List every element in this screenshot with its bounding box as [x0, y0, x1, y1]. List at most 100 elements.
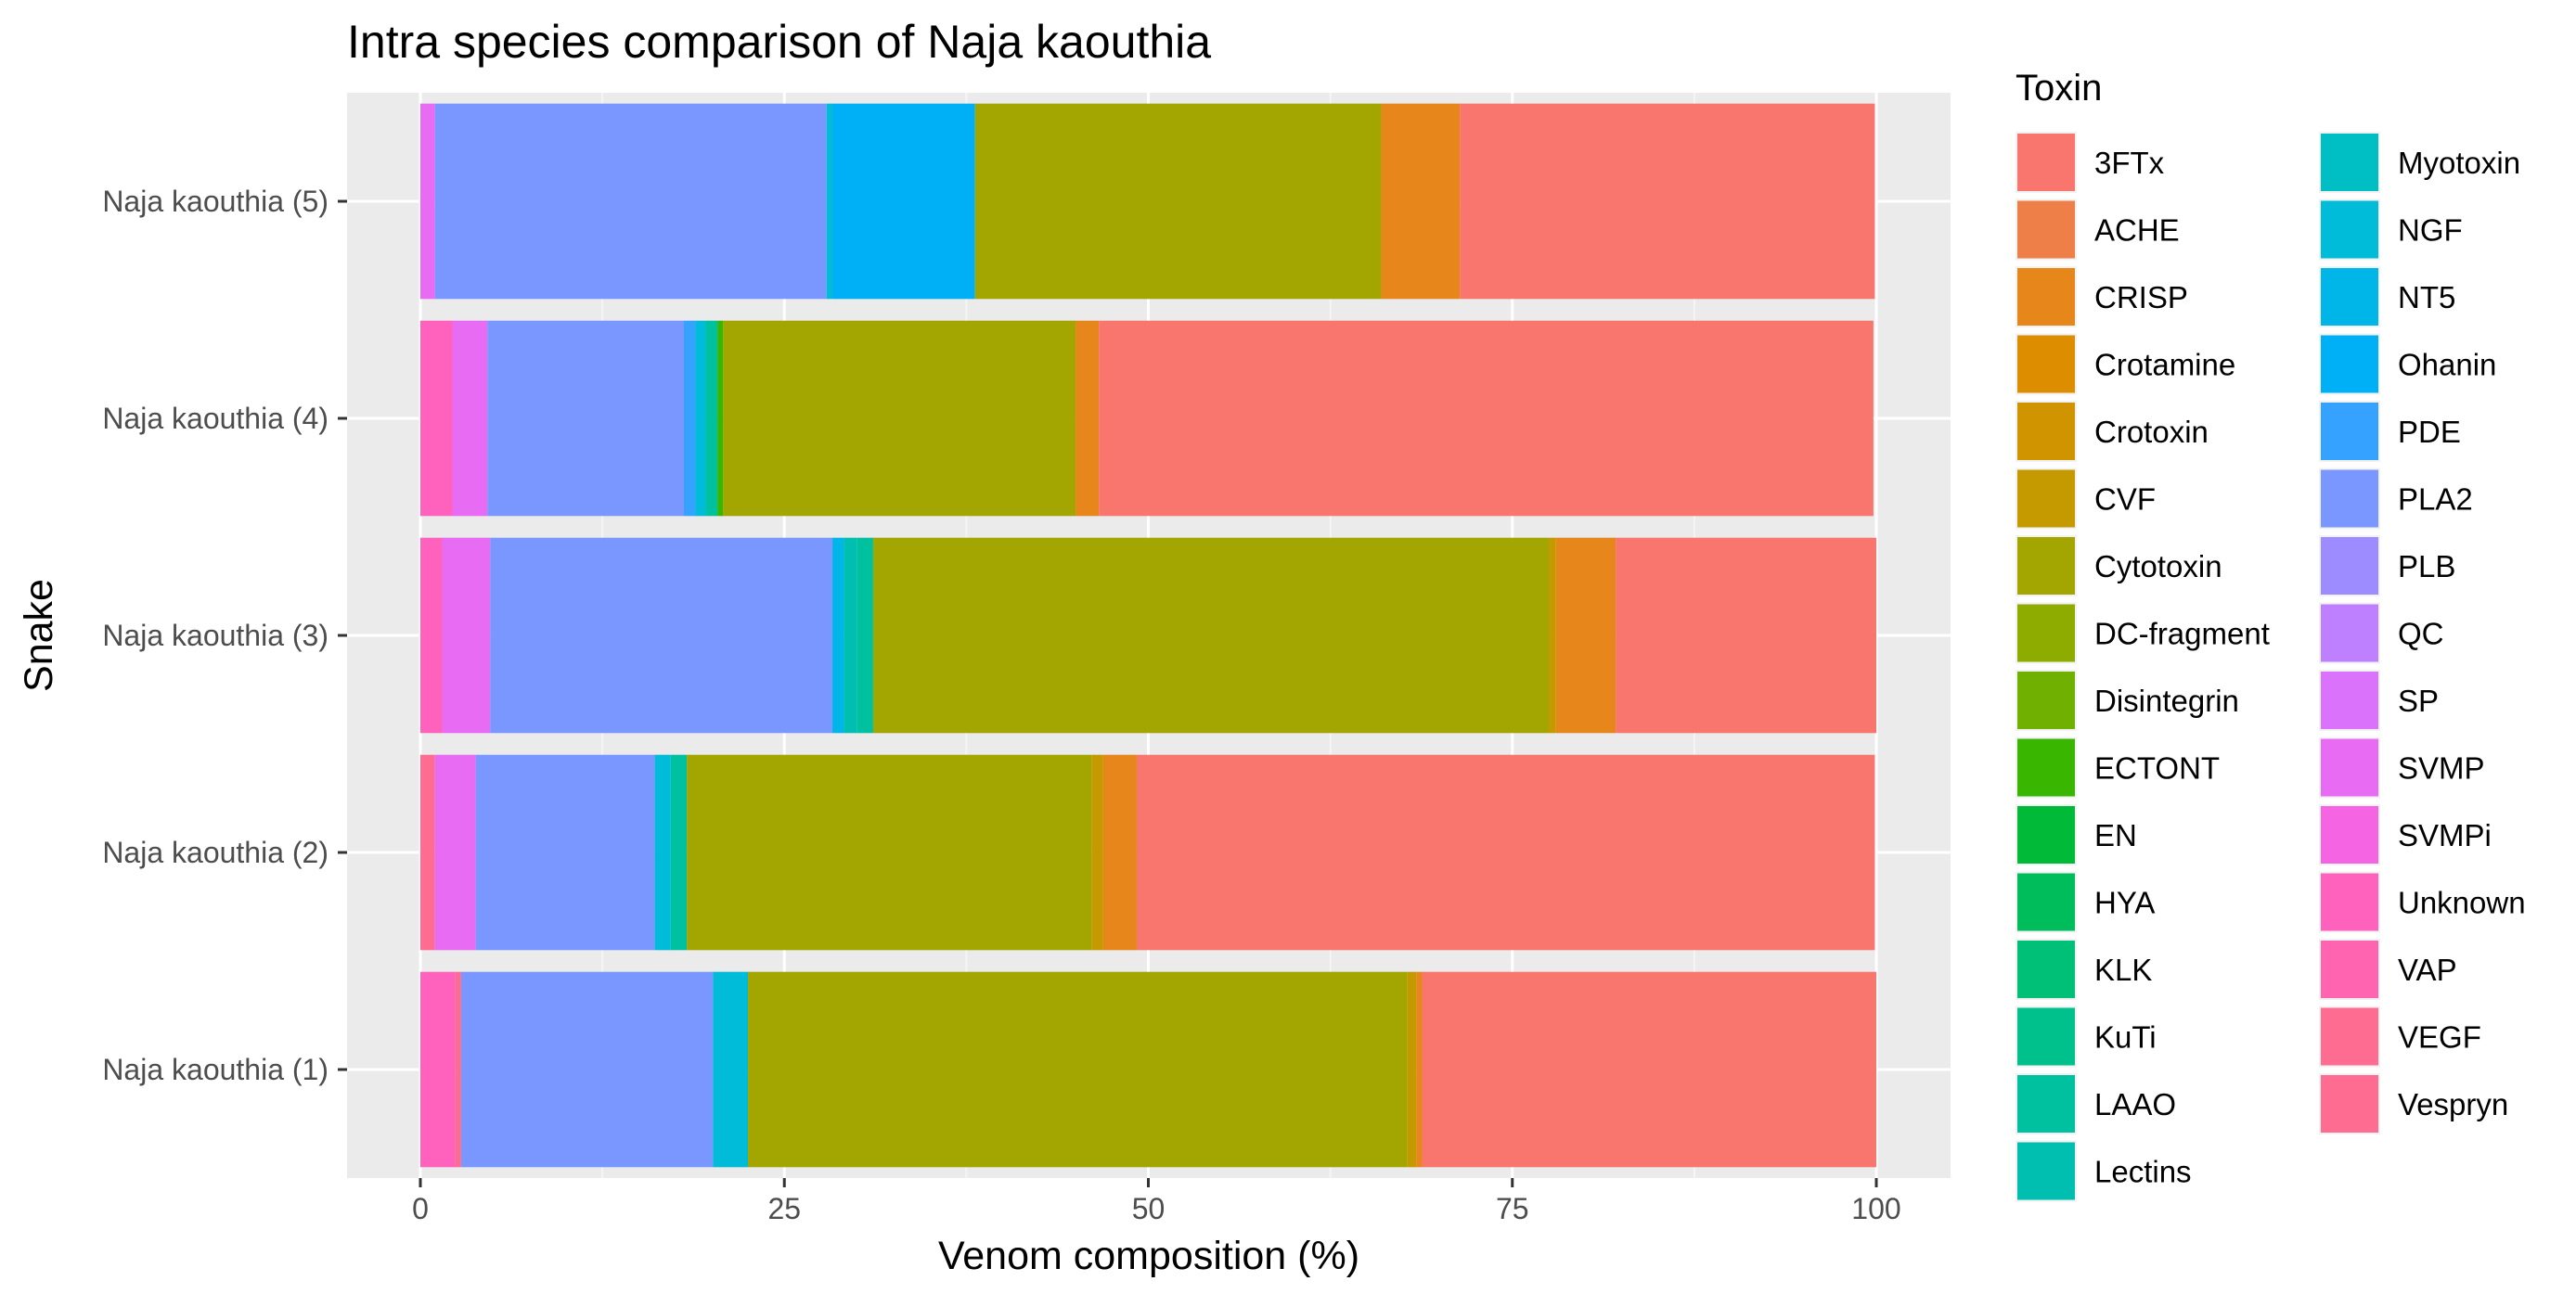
bar-segment: Naja kaouthia (5) — PLA2: 26.9 — [434, 103, 827, 300]
legend-label: NGF — [2398, 213, 2463, 248]
legend-label: PLB — [2398, 549, 2455, 583]
legend-label: Crotoxin — [2094, 415, 2209, 449]
legend-label: CRISP — [2094, 280, 2188, 314]
bar-segment: Naja kaouthia (3) — Lectins: 0.9 — [844, 537, 857, 734]
bars: Naja kaouthia (1) — Unknown: 2.4Naja kao… — [420, 103, 1876, 1168]
x-tick-label: 0 — [412, 1192, 429, 1225]
bar-segment: Naja kaouthia (4) — NGF: 0.7 — [695, 320, 706, 517]
y-axis-title: Snake — [17, 579, 61, 692]
bar-segment: Naja kaouthia (2) — PLA2: 12.3 — [475, 754, 655, 951]
legend-swatch — [2321, 873, 2378, 931]
bar-segment: Naja kaouthia (5) — NGF: 0.4 — [826, 103, 833, 300]
legend-title: Toxin — [2016, 68, 2102, 109]
bar-segment: Naja kaouthia (2) — CVF: 0.8 — [1091, 754, 1103, 951]
bar-segment: Naja kaouthia (4) — 3FTx: 53.2 — [1099, 320, 1874, 517]
legend-label: Lectins — [2094, 1155, 2192, 1189]
legend-label: VAP — [2398, 953, 2457, 987]
legend-label: HYA — [2094, 886, 2155, 920]
bar-segment: Naja kaouthia (2) — SVMP: 2.8 — [434, 754, 476, 951]
bar-segment: Naja kaouthia (5) — CRISP: 5.4 — [1381, 103, 1461, 300]
bar-segment: Naja kaouthia (5) — 3FTx: 28.5 — [1460, 103, 1875, 300]
legend-label: DC-fragment — [2094, 617, 2270, 651]
y-tick-label: Naja kaouthia (4) — [102, 402, 328, 435]
legend-swatch — [2017, 1075, 2075, 1133]
bar-segment: Naja kaouthia (2) — VEGF: 1 — [420, 754, 435, 951]
legend-label: VEGF — [2398, 1020, 2481, 1055]
legend-label: PLA2 — [2398, 482, 2473, 517]
legend-swatch — [2321, 738, 2378, 797]
legend-label: SVMP — [2398, 751, 2485, 786]
legend-label: EN — [2094, 818, 2137, 852]
bar-segment: Naja kaouthia (3) — Unknown: 1.5 — [420, 537, 443, 734]
bar-segment: Naja kaouthia (3) — CVF: 0.5 — [1548, 537, 1556, 734]
bar-segment: Naja kaouthia (3) — Cytotoxin: 46.4 — [872, 537, 1549, 734]
legend-swatch — [2017, 134, 2075, 191]
bar-segment: Naja kaouthia (1) — VEGF: 0.4 — [455, 971, 461, 1168]
bar-segment: Naja kaouthia (3) — 3FTx: 17.9 — [1616, 537, 1876, 734]
legend-swatch — [2017, 537, 2075, 595]
legend-swatch — [2017, 469, 2075, 528]
y-tick-label: Naja kaouthia (1) — [102, 1053, 328, 1086]
legend-swatch — [2321, 469, 2378, 528]
y-tick-label: Naja kaouthia (5) — [102, 185, 328, 218]
legend-swatch — [2017, 1007, 2075, 1066]
legend-label: ECTONT — [2094, 751, 2220, 786]
legend-swatch — [2017, 672, 2075, 729]
x-tick-label: 25 — [767, 1192, 801, 1225]
bar-segment: Naja kaouthia (1) — PLA2: 17.3 — [460, 971, 714, 1168]
bar-segment: Naja kaouthia (2) — CRISP: 2.3 — [1102, 754, 1137, 951]
bar-segment: Naja kaouthia (2) — LAAO: 1.1 — [670, 754, 688, 951]
legend-swatch — [2321, 1007, 2378, 1066]
bar-segment: Naja kaouthia (4) — SVMP: 2.4 — [452, 320, 488, 517]
x-tick-label: 100 — [1851, 1192, 1900, 1225]
legend-swatch — [2321, 1075, 2378, 1133]
legend-swatch — [2017, 604, 2075, 662]
legend-label: QC — [2398, 617, 2444, 651]
bar-segment: Naja kaouthia (1) — CRISP: 0.4 — [1416, 971, 1423, 1168]
legend-label: Crotamine — [2094, 348, 2235, 382]
bar-segment: Naja kaouthia (3) — SVMP: 3.3 — [442, 537, 491, 734]
bar-segment: Naja kaouthia (1) — NGF: 2.4 — [713, 971, 749, 1168]
legend-swatch — [2017, 941, 2075, 998]
bar-segment: Naja kaouthia (4) — LAAO: 0.8 — [705, 320, 718, 517]
legend-label: NT5 — [2398, 280, 2455, 314]
legend-label: Cytotoxin — [2094, 549, 2222, 583]
legend-label: LAAO — [2094, 1087, 2176, 1121]
x-axis-title: Venom composition (%) — [938, 1234, 1359, 1278]
legend-swatch — [2321, 537, 2378, 595]
legend-swatch — [2321, 200, 2378, 259]
y-tick-label: Naja kaouthia (2) — [102, 836, 328, 869]
legend-label: Disintegrin — [2094, 684, 2239, 718]
legend-swatch — [2321, 941, 2378, 998]
bar-segment: Naja kaouthia (2) — NGF: 1.1 — [654, 754, 671, 951]
x-tick-label: 50 — [1132, 1192, 1166, 1225]
legend-swatch — [2321, 134, 2378, 191]
legend-label: SP — [2398, 684, 2439, 718]
legend-label: Unknown — [2398, 886, 2526, 920]
legend-swatch — [2321, 403, 2378, 460]
legend-label: 3FTx — [2094, 146, 2165, 180]
legend-label: ACHE — [2094, 213, 2180, 248]
bar-segment: Naja kaouthia (3) — CRISP: 4.1 — [1555, 537, 1616, 734]
legend-label: Ohanin — [2398, 348, 2496, 382]
legend-swatch — [2017, 268, 2075, 326]
y-tick-label: Naja kaouthia (3) — [102, 619, 328, 652]
bar-segment: Naja kaouthia (5) — Ohanin: 9.8 — [832, 103, 975, 300]
chart-title: Intra species comparison of Naja kaouthi… — [347, 16, 1211, 68]
legend-swatch — [2017, 335, 2075, 393]
bar-segment: Naja kaouthia (4) — Unknown: 2.2 — [420, 320, 453, 517]
bar-segment: Naja kaouthia (3) — PLA2: 23.5 — [490, 537, 833, 734]
x-axis: 0 25 50 75 100 — [412, 1178, 1901, 1225]
legend-label: KuTi — [2094, 1020, 2157, 1055]
bar-segment: Naja kaouthia (1) — Unknown: 2.4 — [420, 971, 456, 1168]
bar-segment: Naja kaouthia (2) — Cytotoxin: 27.8 — [687, 754, 1092, 951]
legend-swatch — [2017, 403, 2075, 460]
legend-swatch — [2321, 604, 2378, 662]
legend-swatch — [2321, 335, 2378, 393]
bar-segment: Naja kaouthia (5) — SVMP: 1 — [420, 103, 435, 300]
y-axis: Naja kaouthia (1) Naja kaouthia (2) Naja k… — [102, 185, 347, 1086]
legend-swatch — [2321, 672, 2378, 729]
bar-segment: Naja kaouthia (4) — CRISP: 1.6 — [1075, 320, 1100, 517]
legend-label: CVF — [2094, 482, 2156, 517]
bar-segment: Naja kaouthia (1) — 3FTx: 31.2 — [1422, 971, 1876, 1168]
